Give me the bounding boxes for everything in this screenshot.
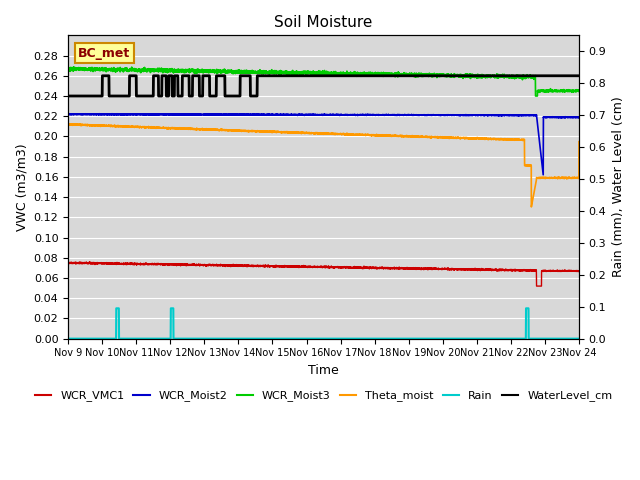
WCR_Moist3 <box>157 69 165 75</box>
WCR_VMC1 <box>86 259 93 264</box>
WCR_Moist2 <box>445 112 453 118</box>
Rain <box>157 336 165 342</box>
Rain <box>371 336 378 342</box>
Theta_moist <box>157 125 165 131</box>
WCR_Moist2 <box>157 111 165 117</box>
WaterLevel_cm <box>445 73 453 79</box>
Theta_moist <box>445 135 453 141</box>
WCR_Moist3 <box>532 93 540 99</box>
WCR_Moist2 <box>484 112 492 118</box>
WCR_VMC1 <box>445 266 453 272</box>
WaterLevel_cm <box>575 73 583 79</box>
WCR_Moist2 <box>540 172 547 178</box>
WaterLevel_cm <box>484 73 492 79</box>
WCR_VMC1 <box>397 265 404 271</box>
Theta_moist <box>397 133 404 139</box>
WCR_VMC1 <box>371 265 378 271</box>
Rain <box>575 336 583 342</box>
WaterLevel_cm <box>157 93 165 99</box>
Line: WCR_Moist3: WCR_Moist3 <box>68 67 579 96</box>
WCR_Moist2 <box>371 112 378 118</box>
WaterLevel_cm <box>64 93 72 99</box>
WCR_Moist3 <box>397 72 404 78</box>
Theta_moist <box>484 136 492 142</box>
Rain <box>113 305 120 311</box>
WCR_VMC1 <box>260 262 268 268</box>
Theta_moist <box>64 122 72 128</box>
Text: BC_met: BC_met <box>78 47 131 60</box>
Line: Rain: Rain <box>68 308 579 339</box>
Y-axis label: Rain (mm), Water Level (cm): Rain (mm), Water Level (cm) <box>612 96 625 277</box>
WCR_VMC1 <box>575 269 583 275</box>
WCR_Moist2 <box>64 111 72 117</box>
Theta_moist <box>260 128 268 134</box>
Theta_moist <box>371 132 378 138</box>
Theta_moist <box>72 121 80 127</box>
X-axis label: Time: Time <box>308 364 339 377</box>
WCR_Moist3 <box>64 66 72 72</box>
WCR_Moist2 <box>397 112 404 118</box>
WaterLevel_cm <box>371 73 378 79</box>
WCR_Moist3 <box>445 73 453 79</box>
WCR_Moist3 <box>128 64 136 70</box>
Theta_moist <box>527 204 535 210</box>
WaterLevel_cm <box>260 73 268 79</box>
Rain <box>260 336 268 342</box>
WCR_VMC1 <box>484 267 492 273</box>
Rain <box>445 336 453 342</box>
Theta_moist <box>575 139 583 144</box>
WCR_VMC1 <box>157 261 165 266</box>
WaterLevel_cm <box>99 73 106 79</box>
Title: Soil Moisture: Soil Moisture <box>275 15 372 30</box>
Rain <box>64 336 72 342</box>
Line: WCR_Moist2: WCR_Moist2 <box>68 114 579 175</box>
Line: WaterLevel_cm: WaterLevel_cm <box>68 76 579 96</box>
WCR_Moist2 <box>260 112 268 118</box>
Line: Theta_moist: Theta_moist <box>68 124 579 207</box>
WCR_VMC1 <box>64 260 72 265</box>
WCR_Moist3 <box>575 88 583 94</box>
WaterLevel_cm <box>397 73 404 79</box>
Legend: WCR_VMC1, WCR_Moist2, WCR_Moist3, Theta_moist, Rain, WaterLevel_cm: WCR_VMC1, WCR_Moist2, WCR_Moist3, Theta_… <box>30 386 617 406</box>
Line: WCR_VMC1: WCR_VMC1 <box>68 262 579 286</box>
WCR_Moist2 <box>575 115 583 120</box>
Rain <box>397 336 404 342</box>
WCR_VMC1 <box>532 283 540 289</box>
Rain <box>484 336 492 342</box>
WCR_Moist3 <box>260 70 268 75</box>
WCR_Moist2 <box>108 111 116 117</box>
Y-axis label: VWC (m3/m3): VWC (m3/m3) <box>15 143 28 231</box>
WCR_Moist3 <box>371 73 378 79</box>
WCR_Moist3 <box>484 72 492 78</box>
